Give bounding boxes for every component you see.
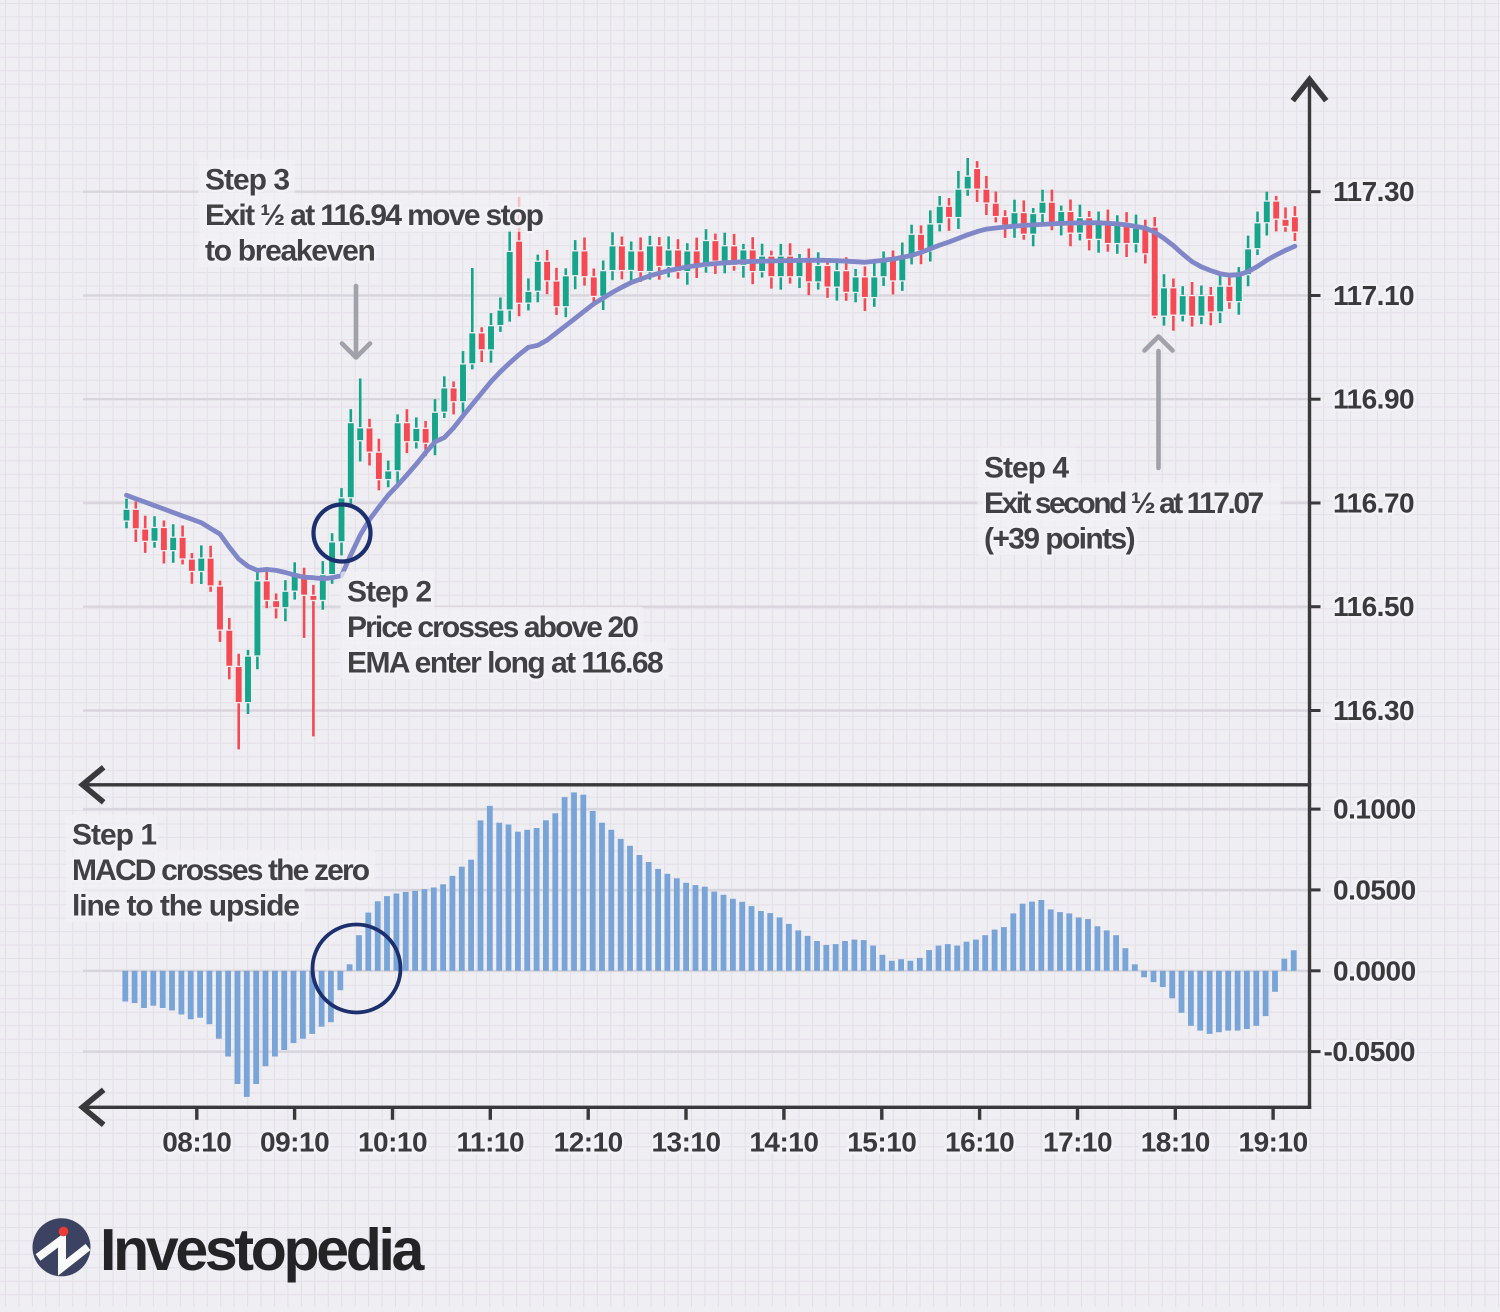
svg-text:09:10: 09:10 [260, 1127, 329, 1158]
svg-text:0.1000: 0.1000 [1333, 794, 1416, 825]
svg-text:14:10: 14:10 [749, 1127, 818, 1158]
svg-text:117.30: 117.30 [1333, 176, 1414, 207]
svg-text:Step 4: Step 4 [984, 452, 1069, 485]
svg-text:Exit second ½ at 117.07: Exit second ½ at 117.07 [984, 487, 1264, 520]
svg-text:11:10: 11:10 [457, 1127, 525, 1158]
svg-text:0.0500: 0.0500 [1333, 874, 1416, 905]
svg-text:0.0000: 0.0000 [1333, 955, 1416, 986]
svg-text:Exit ½ at 116.94 move stop: Exit ½ at 116.94 move stop [205, 199, 544, 232]
svg-text:18:10: 18:10 [1141, 1127, 1210, 1158]
svg-text:Investopedia: Investopedia [100, 1217, 426, 1283]
svg-text:116.70: 116.70 [1333, 488, 1414, 519]
svg-text:15:10: 15:10 [847, 1127, 916, 1158]
svg-text:16:10: 16:10 [945, 1127, 1014, 1158]
svg-text:EMA enter long at 116.68: EMA enter long at 116.68 [347, 646, 663, 679]
svg-text:116.90: 116.90 [1333, 384, 1414, 415]
svg-text:10:10: 10:10 [358, 1127, 427, 1158]
svg-text:117.10: 117.10 [1333, 280, 1414, 311]
svg-text:17:10: 17:10 [1043, 1127, 1112, 1158]
svg-text:13:10: 13:10 [651, 1127, 720, 1158]
svg-text:19:10: 19:10 [1239, 1127, 1308, 1158]
svg-text:08:10: 08:10 [162, 1127, 231, 1158]
svg-text:Step 3: Step 3 [205, 164, 289, 197]
svg-text:-0.0500: -0.0500 [1324, 1036, 1415, 1067]
svg-text:to breakeven: to breakeven [205, 234, 374, 267]
svg-text:Price crosses above 20: Price crosses above 20 [347, 611, 638, 644]
svg-text:116.50: 116.50 [1333, 591, 1414, 622]
svg-text:Step 2: Step 2 [347, 576, 431, 609]
svg-text:(+39 points): (+39 points) [984, 522, 1135, 555]
svg-text:MACD crosses the zero: MACD crosses the zero [72, 854, 370, 887]
svg-text:116.30: 116.30 [1333, 695, 1414, 726]
svg-text:12:10: 12:10 [554, 1127, 623, 1158]
svg-text:line to the upside: line to the upside [72, 889, 299, 922]
svg-text:Step 1: Step 1 [72, 819, 156, 852]
